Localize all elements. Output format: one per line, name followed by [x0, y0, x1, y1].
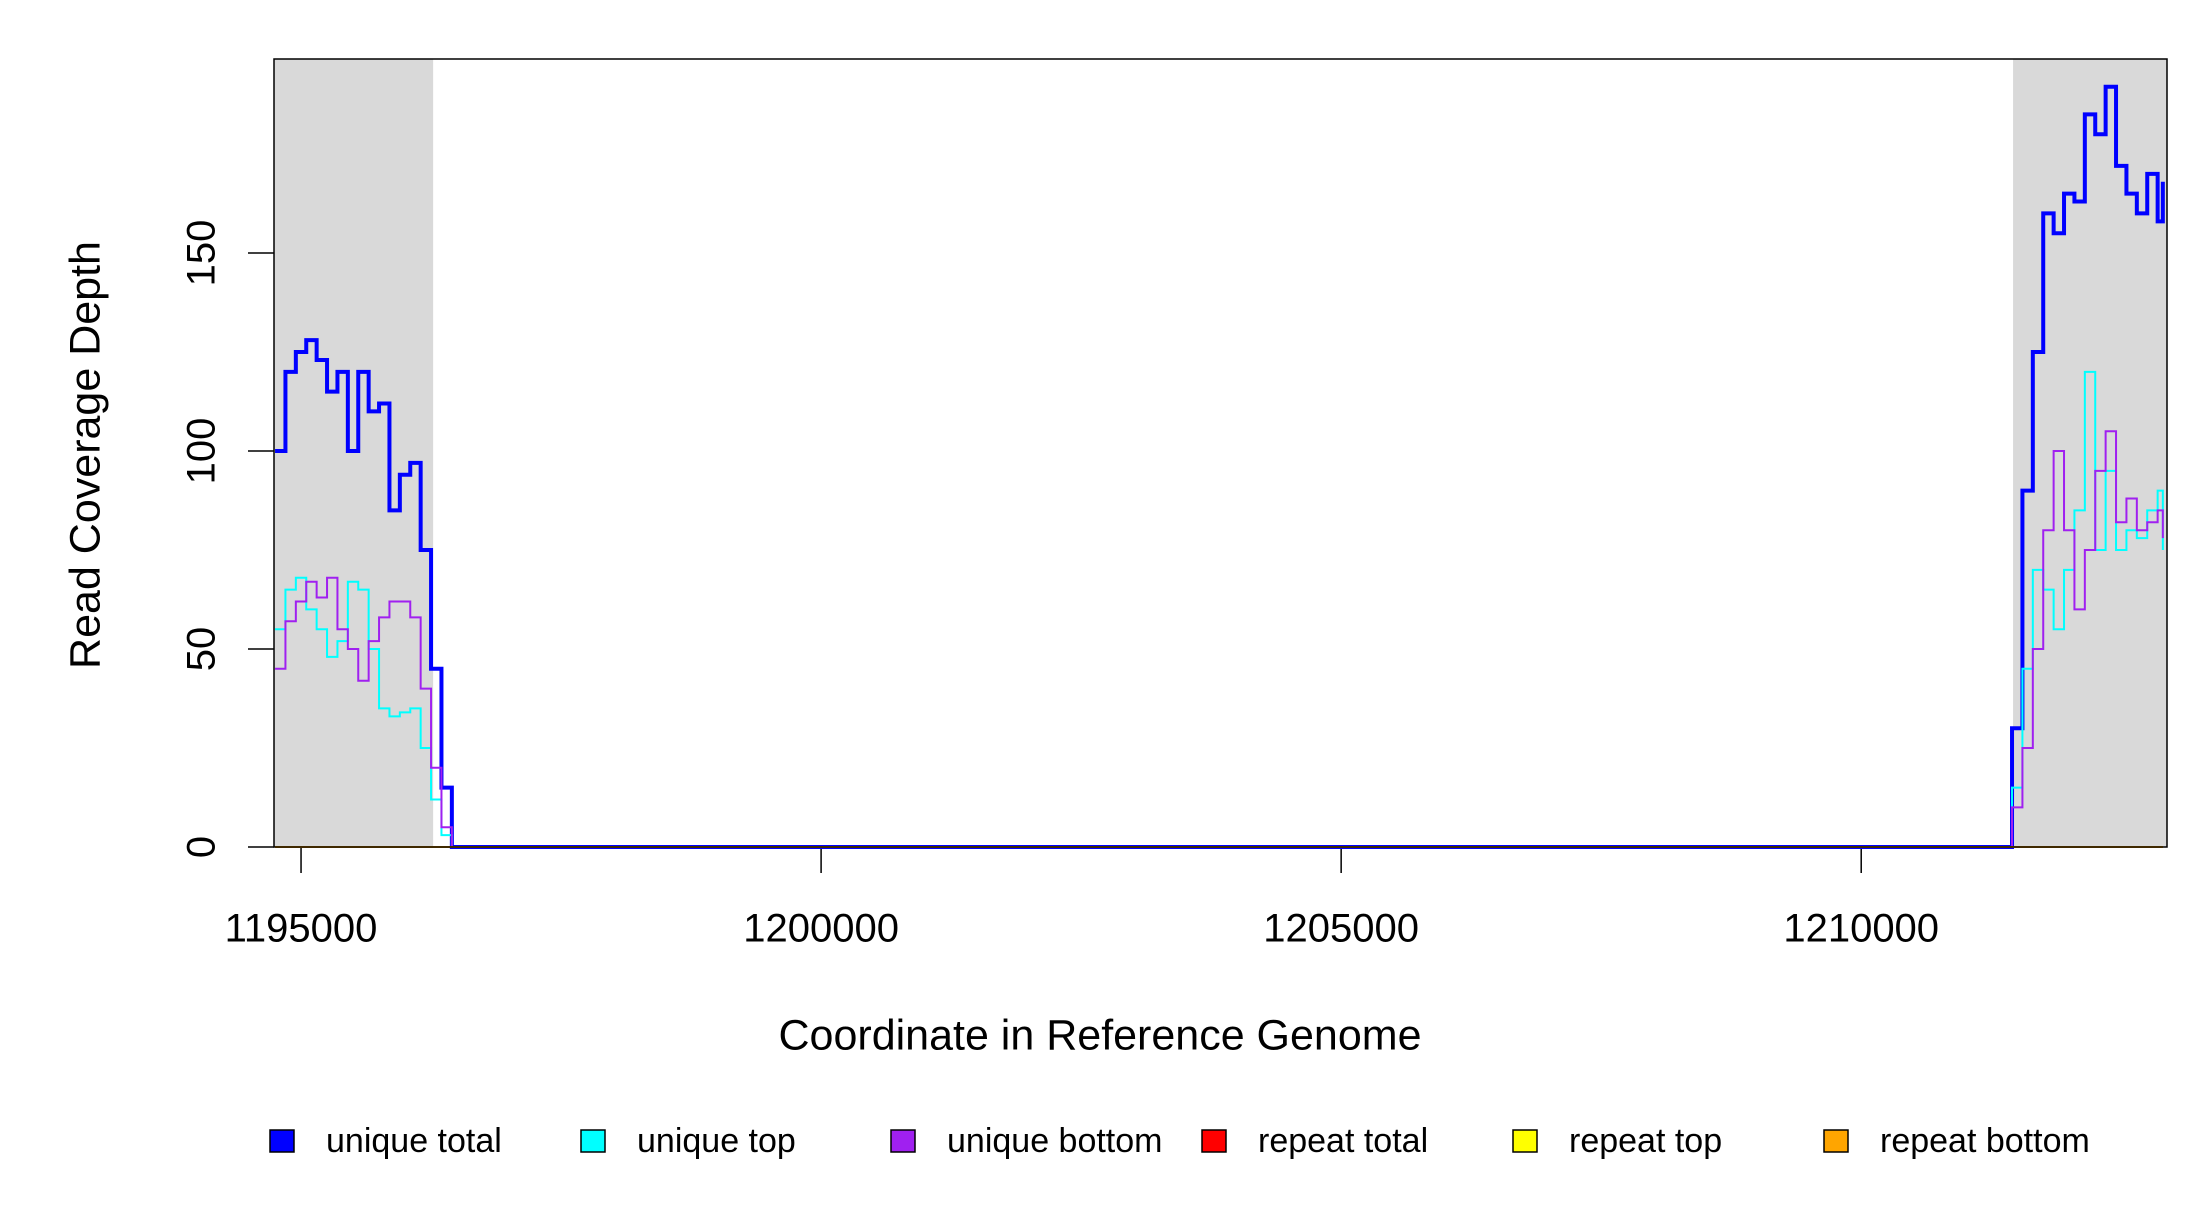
legend-swatch [580, 1129, 606, 1153]
legend-swatch [1823, 1129, 1849, 1153]
data-line [275, 430, 2164, 848]
legend-label: unique total [326, 1122, 502, 1160]
x-tick-label: 1195000 [225, 907, 378, 951]
x-tick-label: 1205000 [1263, 907, 1419, 951]
legend-label: repeat top [1569, 1122, 1722, 1160]
legend-swatch [890, 1129, 916, 1153]
x-tick-label: 1210000 [1783, 907, 1939, 951]
legend-swatch [1512, 1129, 1538, 1153]
data-line [275, 84, 2165, 849]
legend-label: unique top [637, 1122, 796, 1160]
legend-label: repeat total [1258, 1122, 1428, 1160]
shaded-region [2013, 59, 2167, 847]
y-axis-label: Read Coverage Depth [61, 241, 109, 669]
y-tick-label: 50 [180, 627, 224, 672]
x-tick-label: 1200000 [743, 907, 899, 951]
y-tick-label: 100 [180, 418, 224, 485]
data-line [275, 370, 2164, 848]
y-tick-label: 0 [180, 836, 224, 858]
legend-label: repeat bottom [1880, 1122, 2090, 1160]
legend-swatch [1201, 1129, 1227, 1153]
legend-swatch [269, 1129, 295, 1153]
plot-frame [273, 58, 2168, 848]
x-axis-label: Coordinate in Reference Genome [779, 1011, 1422, 1059]
legend-label: unique bottom [947, 1122, 1163, 1160]
y-tick-label: 150 [180, 220, 224, 287]
